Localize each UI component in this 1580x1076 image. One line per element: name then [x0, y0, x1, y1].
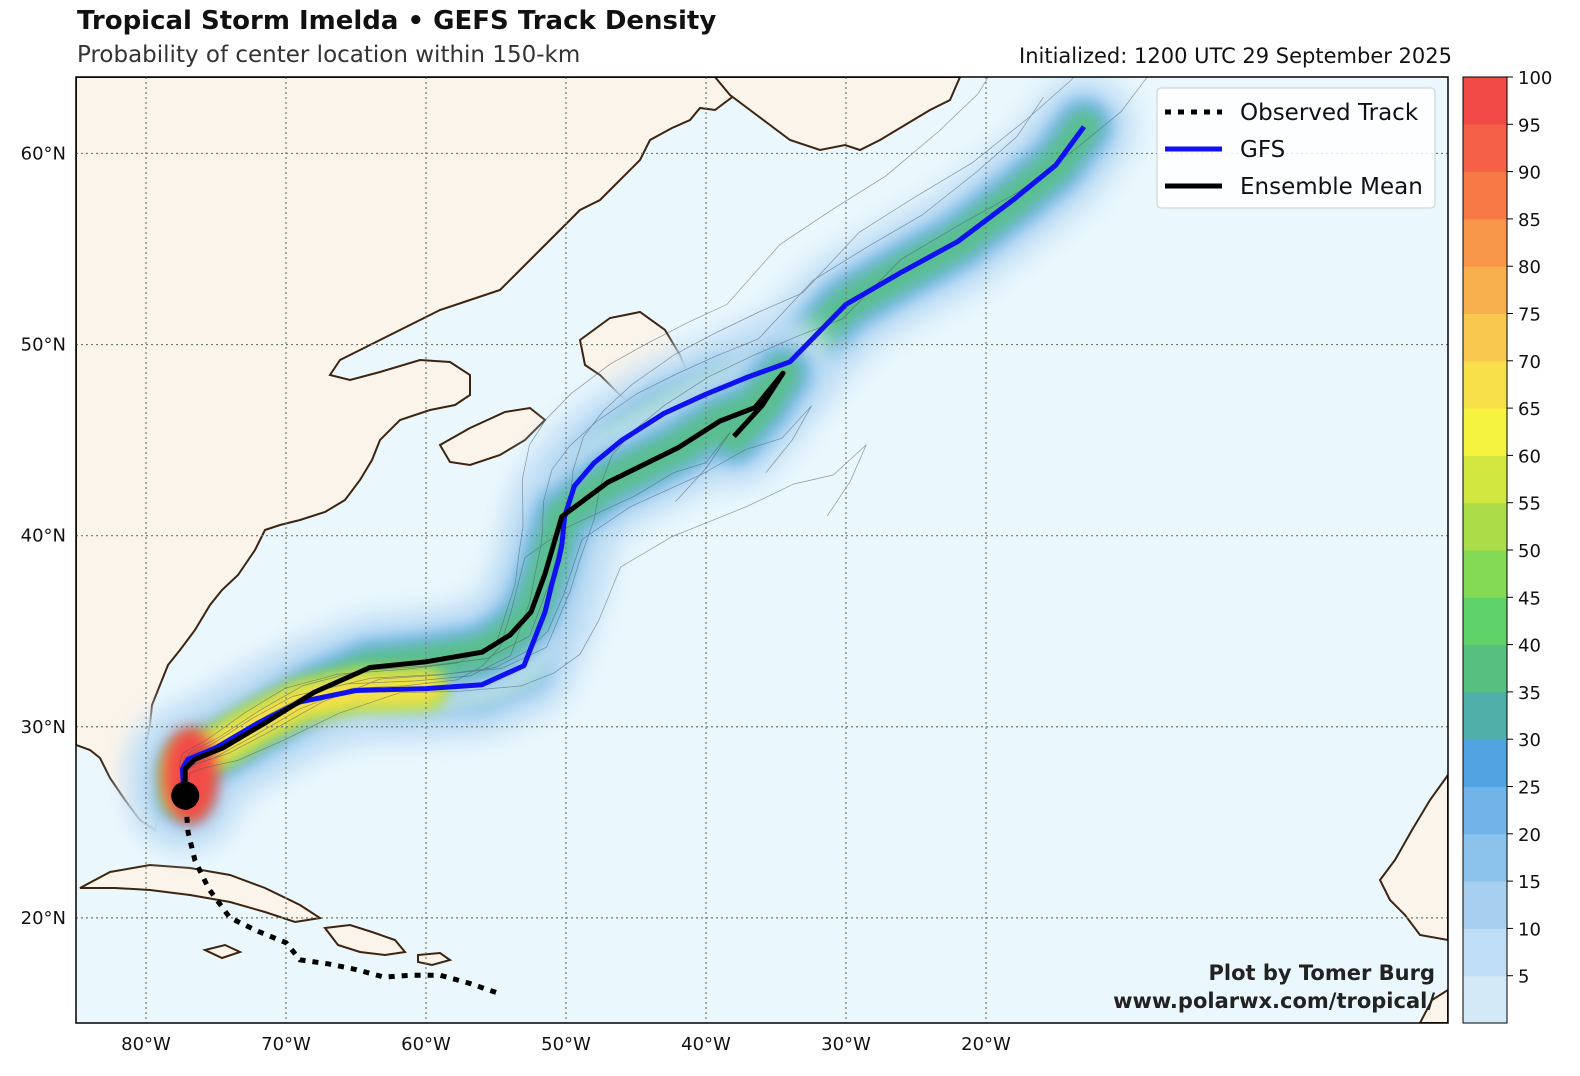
colorbar-segment [1463, 550, 1507, 598]
colorbar-segment [1463, 786, 1507, 835]
colorbar-tick-label: 50 [1518, 541, 1541, 562]
colorbar-tick-label: 80 [1518, 257, 1541, 278]
land-nova-scotia [438, 406, 547, 467]
legend: Observed Track GFS Ensemble Mean [1156, 87, 1436, 209]
colorbar-tick-label: 90 [1518, 163, 1541, 184]
legend-mean-label: Ensemble Mean [1240, 174, 1423, 200]
gridlines [76, 77, 1448, 1023]
legend-gfs-label: GFS [1240, 137, 1285, 163]
current-position-marker [171, 781, 200, 810]
colorbar-tick-label: 40 [1518, 636, 1541, 657]
colorbar-segment [1463, 644, 1507, 693]
colorbar-tick-label: 45 [1518, 588, 1541, 609]
colorbar-segment [1463, 77, 1507, 125]
colorbar-segment [1463, 833, 1507, 882]
colorbar-tick-label: 95 [1518, 115, 1541, 136]
colorbar-segment [1463, 124, 1507, 173]
colorbar-tick-label: 35 [1518, 683, 1541, 704]
colorbar-segment [1463, 502, 1507, 551]
lat-tick-label: 60°N [21, 143, 66, 164]
member-track [184, 444, 867, 796]
colorbar-segment [1463, 266, 1507, 314]
ensemble-member-tracks [179, 77, 1148, 796]
colorbar-segment [1463, 218, 1507, 267]
colorbar-segment [1463, 408, 1507, 456]
colorbar-tick-label: 70 [1518, 352, 1541, 373]
colorbar-segment [1463, 691, 1507, 740]
colorbar-tick-label: 10 [1518, 919, 1541, 940]
lon-tick-label: 30°W [821, 1034, 871, 1055]
colorbar-segment [1463, 171, 1507, 220]
colorbar-tick-label: 25 [1518, 778, 1541, 799]
colorbar-tick-label: 5 [1518, 967, 1529, 988]
lon-tick-label: 80°W [121, 1034, 171, 1055]
land-africa [1378, 773, 1448, 942]
land-hispaniola [323, 923, 407, 957]
colorbar-segment [1463, 928, 1507, 977]
ensemble-mean-track-line [182, 370, 786, 796]
lat-tick-label: 40°N [21, 526, 66, 547]
colorbar-tick-label: 100 [1518, 68, 1552, 89]
land-jamaica [202, 943, 243, 960]
credit-line-1: Plot by Tomer Burg [1209, 961, 1436, 985]
colorbar-segment [1463, 881, 1507, 929]
colorbar-segment [1463, 455, 1507, 504]
lat-tick-label: 30°N [21, 717, 66, 738]
legend-box [1156, 87, 1436, 209]
lat-tick-label: 20°N [21, 908, 66, 929]
colorbar-tick-label: 85 [1518, 210, 1541, 231]
latitude-tick-labels: 20°N 30°N 40°N 50°N 60°N [21, 143, 66, 928]
colorbar-segment [1463, 313, 1507, 362]
colorbar-segment [1463, 360, 1507, 409]
lon-tick-label: 40°W [681, 1034, 731, 1055]
colorbar-tick-label: 75 [1518, 305, 1541, 326]
colorbar-tick-label: 20 [1518, 825, 1541, 846]
initialized-time: Initialized: 1200 UTC 29 September 2025 [1019, 44, 1452, 68]
lon-tick-label: 70°W [261, 1034, 311, 1055]
observed-track-line [182, 795, 497, 995]
colorbar-tick-label: 30 [1518, 730, 1541, 751]
member-track [179, 77, 989, 794]
member-track [184, 405, 812, 796]
colorbar-tick-label: 60 [1518, 446, 1541, 467]
lat-tick-label: 50°N [21, 335, 66, 356]
credit-line-2: www.polarwx.com/tropical/ [1113, 989, 1435, 1013]
colorbar-tick-label: 55 [1518, 494, 1541, 515]
colorbar-tick-labels: 5 10 15 20 25 30 35 40 45 50 55 60 65 70 75 80 85 90 95 100 [1507, 68, 1552, 988]
member-track [183, 77, 1148, 794]
colorbar-segment [1463, 739, 1507, 787]
page-title: Tropical Storm Imelda • GEFS Track Densi… [77, 6, 717, 36]
colorbar [1463, 77, 1507, 1024]
lon-tick-label: 50°W [541, 1034, 591, 1055]
colorbar-segment [1463, 597, 1507, 646]
map-frame [75, 76, 1449, 1024]
colorbar-tick-label: 65 [1518, 399, 1541, 420]
land-cuba [79, 863, 323, 924]
lon-tick-label: 60°W [401, 1034, 451, 1055]
colorbar-tick-label: 15 [1518, 872, 1541, 893]
legend-observed-label: Observed Track [1240, 100, 1419, 126]
page-subtitle: Probability of center location within 15… [77, 42, 581, 68]
lon-tick-label: 20°W [961, 1034, 1011, 1055]
land-west-africa [1418, 988, 1448, 1023]
member-track [180, 97, 1044, 794]
longitude-tick-labels: 80°W 70°W 60°W 50°W 40°W 30°W 20°W [121, 1034, 1011, 1055]
member-track [182, 77, 1074, 794]
colorbar-segment [1463, 975, 1507, 1024]
land-greenland [713, 77, 962, 152]
